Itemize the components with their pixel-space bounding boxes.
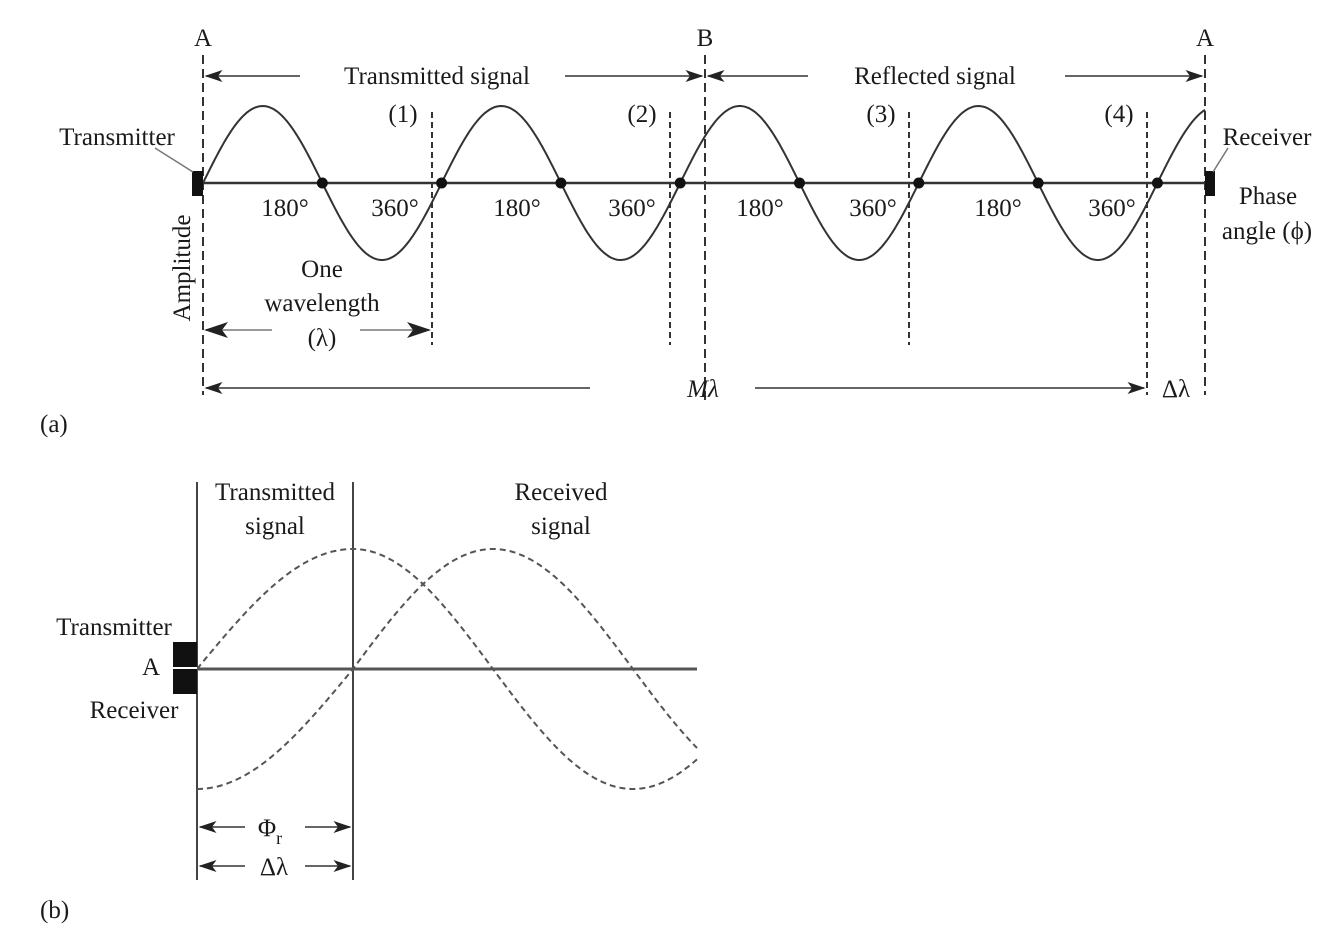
wavelength-label-line3: (λ)	[308, 325, 337, 352]
zero-crossing-dot	[913, 177, 925, 189]
label-b: B	[697, 25, 714, 52]
zero-crossing-dot	[316, 177, 328, 189]
transmitted-signal-label: Transmitted signal	[344, 63, 530, 90]
panel-b-label: (b)	[40, 897, 69, 924]
degree-label: 360°	[608, 195, 656, 222]
degree-label: 180°	[736, 195, 784, 222]
zero-crossing-dot	[555, 177, 567, 189]
zero-crossing-dot	[1151, 177, 1163, 189]
degree-label: 360°	[849, 195, 897, 222]
point-a-label-b: A	[142, 654, 160, 681]
transmitted-label-line1: Transmitted	[215, 479, 335, 506]
transmitter-block	[192, 171, 203, 196]
received-label-line1: Received	[514, 479, 608, 506]
transmitter-label: Transmitter	[59, 124, 175, 151]
degree-label: 180°	[261, 195, 309, 222]
degree-labels: 180° 360° 180° 360° 180° 360° 180° 360°	[261, 195, 1136, 222]
marker-label-3: (3)	[866, 101, 895, 128]
receiver-leader	[1212, 147, 1229, 173]
delta-lambda-label: Δλ	[1162, 376, 1190, 403]
m-lambda-label: Mλ	[686, 376, 719, 403]
panel-a-label: (a)	[40, 411, 68, 438]
receiver-label-b: Receiver	[90, 697, 180, 724]
phi-subscript: r	[276, 828, 282, 848]
zero-crossing-dots	[316, 177, 1163, 189]
received-wave	[197, 548, 698, 790]
delta-lambda-label-b: Δλ	[260, 854, 288, 881]
phi-r-label: Φr	[258, 815, 282, 848]
marker-label-1: (1)	[388, 101, 417, 128]
label-a-left: A	[194, 25, 212, 52]
degree-label: 180°	[974, 195, 1022, 222]
wavelength-label-line2: wavelength	[264, 290, 380, 317]
receiver-block	[1205, 171, 1215, 196]
transmitter-label-b: Transmitter	[56, 614, 172, 641]
reflected-signal-label: Reflected signal	[854, 63, 1016, 90]
amplitude-label: Amplitude	[169, 215, 196, 322]
marker-label-4: (4)	[1104, 101, 1133, 128]
zero-crossing-dot	[436, 177, 448, 189]
transmitter-leader	[154, 147, 194, 173]
phase-label-line2: angle (ϕ)	[1222, 218, 1312, 245]
wavelength-label-line1: One	[301, 256, 343, 283]
degree-label: 360°	[1088, 195, 1136, 222]
degree-label: 180°	[493, 195, 541, 222]
marker-label-2: (2)	[627, 101, 656, 128]
phase-label-line1: Phase	[1239, 183, 1297, 210]
zero-crossing-dot	[1032, 177, 1044, 189]
label-a-right: A	[1196, 25, 1214, 52]
zero-crossing-dot	[674, 177, 686, 189]
degree-label: 360°	[371, 195, 419, 222]
panel-b: Transmitted signal Received signal Trans…	[40, 479, 698, 924]
receiver-label: Receiver	[1223, 124, 1313, 151]
transmitted-wave	[196, 548, 698, 790]
panel-a: A B A Transmitted signal Reflected signa…	[40, 25, 1312, 438]
transmitted-label-line2: signal	[245, 513, 305, 540]
received-label-line2: signal	[531, 513, 591, 540]
phi-symbol: Φ	[258, 815, 276, 842]
zero-crossing-dot	[794, 177, 805, 189]
